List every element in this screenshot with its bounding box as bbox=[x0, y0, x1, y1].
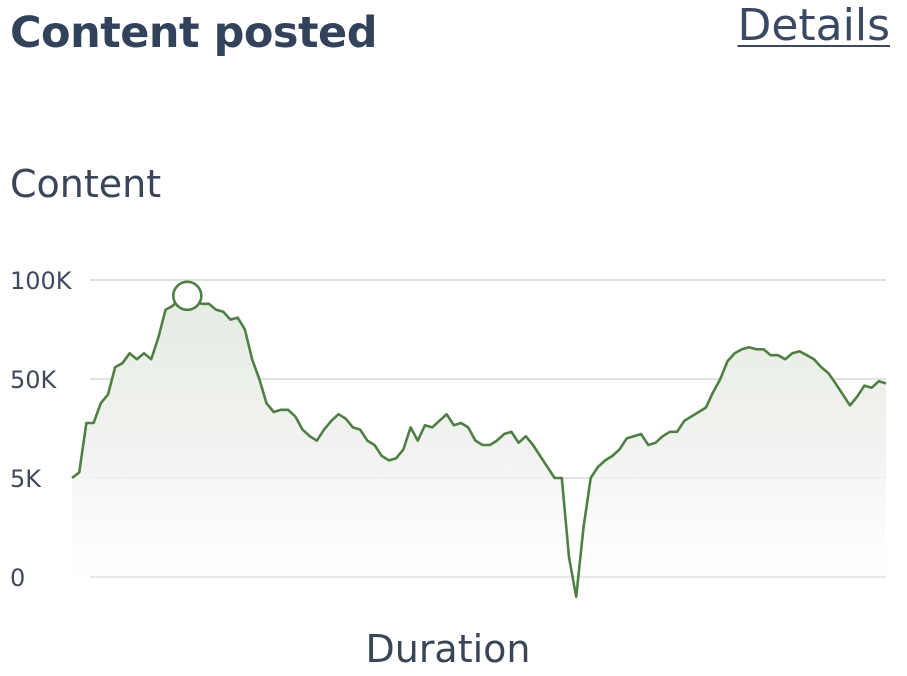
area-fill bbox=[72, 295, 886, 605]
peak-marker[interactable] bbox=[172, 280, 203, 312]
y-axis-label: Content bbox=[10, 162, 162, 206]
y-tick-label: 50K bbox=[10, 366, 58, 394]
x-axis-label: Duration bbox=[365, 627, 530, 671]
card-title: Content posted bbox=[10, 8, 377, 58]
y-tick-label: 5K bbox=[10, 465, 42, 493]
details-link[interactable]: Details bbox=[737, 0, 890, 51]
y-tick-label: 100K bbox=[10, 267, 73, 295]
y-tick-label: 0 bbox=[10, 564, 25, 592]
card-header: Content posted Details bbox=[10, 0, 890, 80]
series-line bbox=[71, 294, 887, 599]
